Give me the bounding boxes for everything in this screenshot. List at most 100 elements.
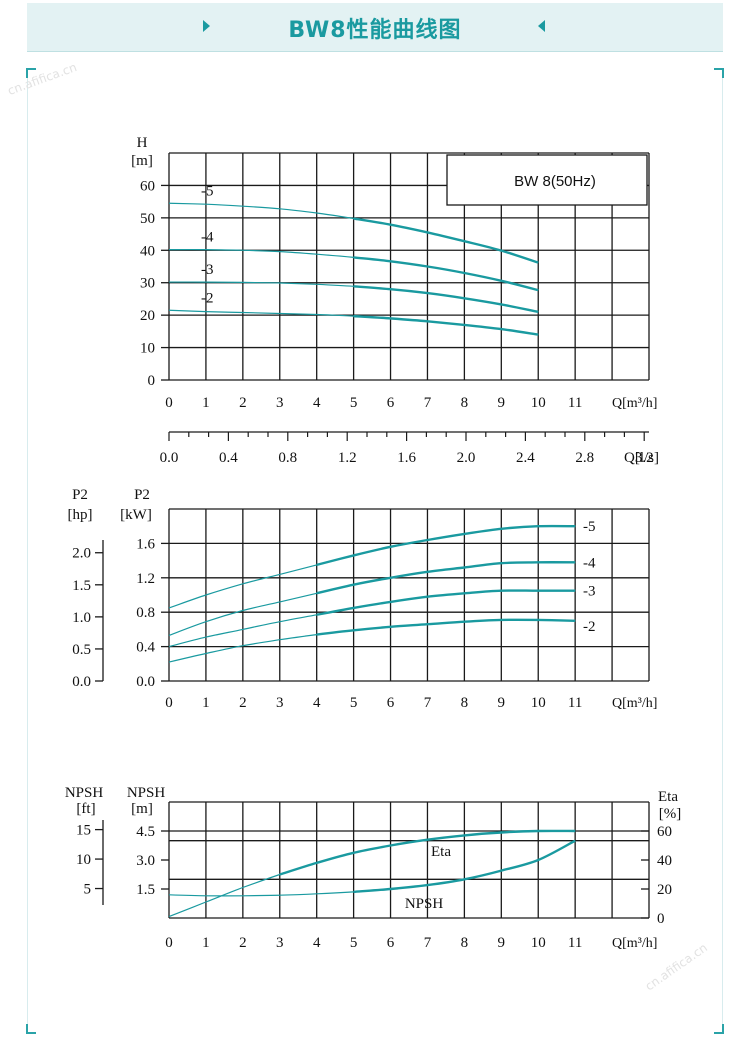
header-banner: BW8性能曲线图 — [27, 3, 723, 52]
power-kw-label: P2 — [134, 487, 150, 503]
eta-series-label: Eta — [431, 844, 451, 860]
npsh-x-tick-label: 9 — [498, 935, 506, 951]
power-hp-label: P2 — [72, 487, 88, 503]
power-x-tick-label: 8 — [461, 695, 469, 711]
npsh-ft-unit: [ft] — [76, 801, 95, 817]
power-series--4 — [316, 561, 576, 595]
head-x-tick-label: 4 — [313, 395, 321, 411]
npsh-m-label: NPSH — [127, 785, 166, 801]
npsh-ft-tick-label: 15 — [76, 823, 91, 839]
head-ylabel-unit: [m] — [131, 153, 153, 169]
lps-tick-label: 0.8 — [278, 450, 297, 466]
head-x-tick-label: 3 — [276, 395, 284, 411]
npsh-ft-tick-label: 5 — [84, 882, 92, 898]
power-series--2 — [316, 618, 576, 636]
head-xlabel: Q[m³/h] — [612, 396, 657, 411]
power-kw-tick-label: 0.4 — [136, 640, 155, 656]
power-kw-tick-label: 0.8 — [136, 605, 155, 621]
lps-tick-label: 2.8 — [575, 450, 594, 466]
frame-corner-bottom-right — [714, 1024, 724, 1034]
eta-series-thin — [168, 830, 576, 918]
lps-tick-label: 2.0 — [457, 450, 476, 466]
frame-corner-top-left — [26, 68, 36, 78]
head-x-tick-label: 9 — [498, 395, 506, 411]
npsh-x-tick-label: 3 — [276, 935, 284, 951]
power-hp-unit: [hp] — [68, 507, 93, 523]
frame-corner-bottom-left — [26, 1024, 36, 1034]
head-y-tick-label: 0 — [148, 373, 156, 389]
head-series--3 — [353, 285, 539, 314]
npsh-m-tick-label: 1.5 — [136, 882, 155, 898]
npsh-ft-label: NPSH — [65, 785, 104, 801]
eta-tick-label: 60 — [657, 824, 672, 840]
head-y-tick-label: 50 — [140, 211, 155, 227]
lps-tick-label: 0.0 — [160, 450, 179, 466]
power-kw-tick-label: 1.6 — [136, 536, 155, 552]
npsh-m-tick-label: 3.0 — [136, 853, 155, 869]
power-series--5-thin — [168, 525, 576, 609]
npsh-ft-tick-label: 10 — [76, 852, 91, 868]
power-x-tick-label: 11 — [568, 695, 582, 711]
power-hp-tick-label: 1.0 — [72, 610, 91, 626]
power-x-tick-label: 1 — [202, 695, 210, 711]
head-series--4 — [353, 256, 539, 292]
head-y-tick-label: 20 — [140, 308, 155, 324]
head-x-tick-label: 5 — [350, 395, 358, 411]
head-series-label: -2 — [201, 290, 214, 306]
npsh-x-tick-label: 1 — [202, 935, 210, 951]
power-x-tick-label: 6 — [387, 695, 395, 711]
page-title: BW8性能曲线图 — [288, 18, 462, 43]
eta-tick-label: 40 — [657, 853, 672, 869]
power-x-tick-label: 0 — [165, 695, 173, 711]
power-grid — [168, 508, 650, 682]
frame-corner-top-right — [714, 68, 724, 78]
arrow-left-icon — [538, 20, 545, 32]
npsh-x-tick-label: 0 — [165, 935, 173, 951]
power-series-label: -3 — [583, 584, 596, 600]
head-series--2 — [353, 314, 539, 336]
npsh-x-tick-label: 4 — [313, 935, 321, 951]
lps-tick-label: 1.6 — [397, 450, 416, 466]
head-x-tick-label: 0 — [165, 395, 173, 411]
npsh-x-tick-label: 11 — [568, 935, 582, 951]
head-series-label: -3 — [201, 262, 214, 278]
eta-tick-label: 0 — [657, 911, 665, 927]
power-series--3 — [316, 589, 576, 616]
head-y-tick-label: 40 — [140, 243, 155, 259]
npsh-x-tick-label: 2 — [239, 935, 247, 951]
head-x-tick-label: 11 — [568, 395, 582, 411]
power-series--4-thin — [168, 561, 576, 636]
head-y-tick-label: 60 — [140, 178, 155, 194]
lps-tick-label: 0.4 — [219, 450, 238, 466]
eta-label: Eta — [658, 789, 678, 805]
head-series-label: -4 — [201, 230, 214, 246]
power-x-tick-label: 9 — [498, 695, 506, 711]
head-x-tick-label: 10 — [531, 395, 546, 411]
lps-tick-label: 1.2 — [338, 450, 357, 466]
power-x-tick-label: 7 — [424, 695, 432, 711]
power-hp-tick-label: 2.0 — [72, 546, 91, 562]
head-legend-box — [446, 154, 648, 206]
power-x-tick-label: 2 — [239, 695, 247, 711]
npsh-x-tick-label: 6 — [387, 935, 395, 951]
eta-tick-label: 20 — [657, 882, 672, 898]
head-y-tick-label: 30 — [140, 276, 155, 292]
power-series--5 — [316, 524, 576, 567]
head-x-tick-label: 2 — [239, 395, 247, 411]
npsh_eta-grid — [168, 801, 650, 919]
head-x-tick-label: 8 — [461, 395, 469, 411]
power-kw-tick-label: 0.0 — [136, 674, 155, 690]
power-x-tick-label: 4 — [313, 695, 321, 711]
eta-unit: [%] — [659, 806, 682, 822]
head-x-tick-label: 7 — [424, 395, 432, 411]
npsh-x-tick-label: 8 — [461, 935, 469, 951]
npsh-m-tick-label: 4.5 — [136, 824, 155, 840]
head-y-tick-label: 10 — [140, 341, 155, 357]
npsh-series — [353, 839, 576, 894]
lps-tick-label: 2.4 — [516, 450, 535, 466]
npsh-series-label: NPSH — [405, 896, 444, 912]
npsh-x-tick-label: 10 — [531, 935, 546, 951]
arrow-right-icon — [203, 20, 210, 32]
npsh-xlabel: Q[m³/h] — [612, 936, 657, 951]
power-x-tick-label: 10 — [531, 695, 546, 711]
